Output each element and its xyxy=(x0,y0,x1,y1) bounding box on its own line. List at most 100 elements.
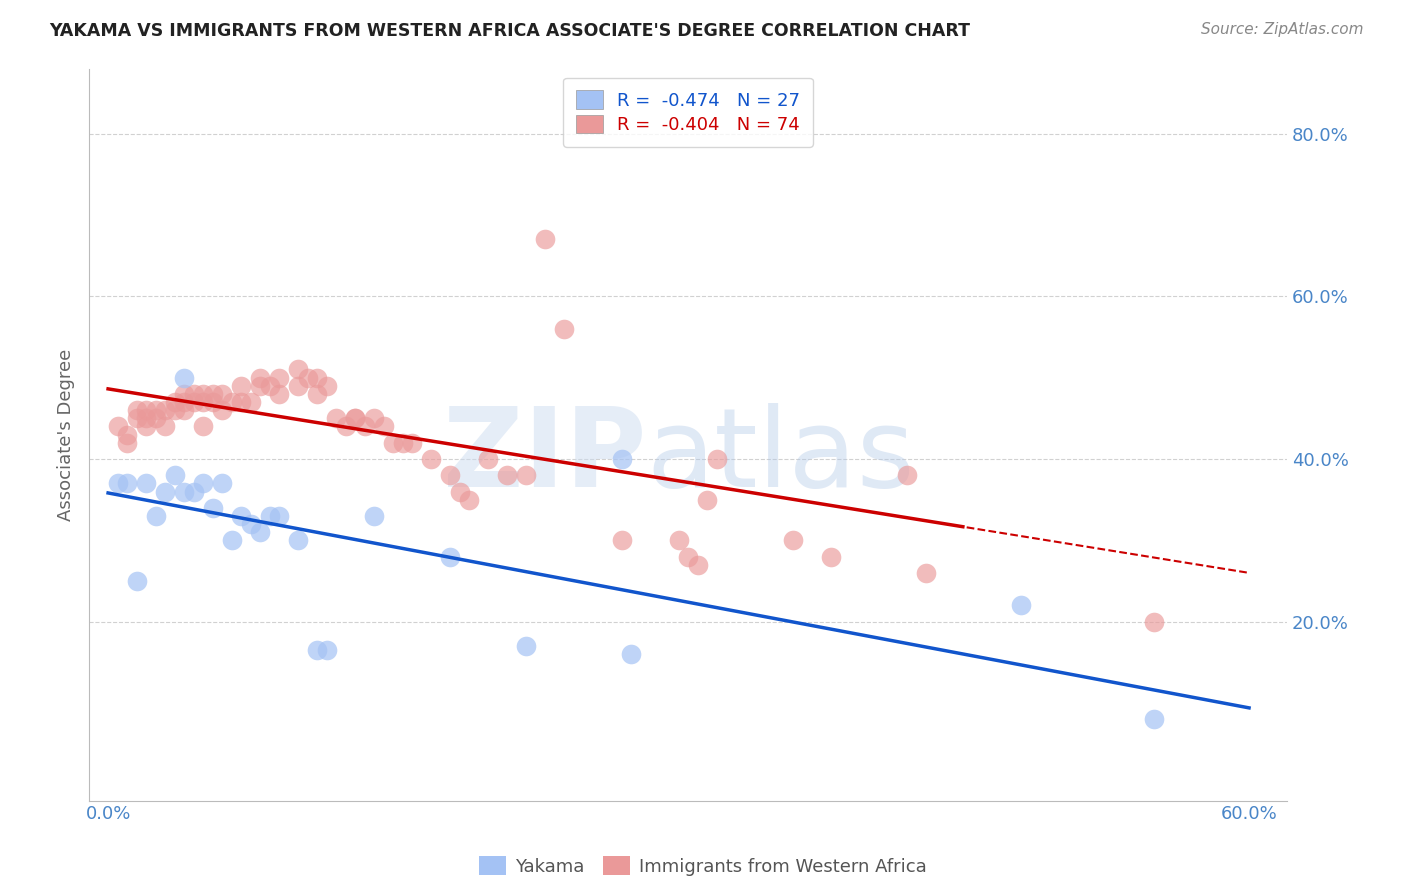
Point xyxy=(287,533,309,548)
Point xyxy=(914,566,936,580)
Point xyxy=(668,533,690,548)
Point xyxy=(231,508,253,523)
Point xyxy=(201,387,224,401)
Point xyxy=(1143,615,1166,629)
Point xyxy=(221,533,243,548)
Point xyxy=(173,484,195,499)
Point xyxy=(820,549,842,564)
Text: YAKAMA VS IMMIGRANTS FROM WESTERN AFRICA ASSOCIATE'S DEGREE CORRELATION CHART: YAKAMA VS IMMIGRANTS FROM WESTERN AFRICA… xyxy=(49,22,970,40)
Point xyxy=(344,411,367,425)
Point xyxy=(315,643,337,657)
Point xyxy=(496,468,519,483)
Point xyxy=(676,549,699,564)
Point xyxy=(515,639,537,653)
Point xyxy=(125,403,148,417)
Point xyxy=(107,476,129,491)
Point xyxy=(163,395,186,409)
Point xyxy=(115,427,138,442)
Point xyxy=(420,452,443,467)
Point xyxy=(620,647,643,661)
Legend: R =  -0.474   N = 27, R =  -0.404   N = 74: R = -0.474 N = 27, R = -0.404 N = 74 xyxy=(564,78,813,147)
Text: ZIP: ZIP xyxy=(443,403,647,510)
Point xyxy=(211,387,233,401)
Point xyxy=(458,492,481,507)
Point xyxy=(363,411,385,425)
Point xyxy=(125,411,148,425)
Point xyxy=(107,419,129,434)
Point xyxy=(249,525,271,540)
Point xyxy=(287,362,309,376)
Point xyxy=(191,387,214,401)
Point xyxy=(191,419,214,434)
Point xyxy=(145,508,167,523)
Point xyxy=(696,492,718,507)
Point xyxy=(363,508,385,523)
Point xyxy=(610,452,633,467)
Point xyxy=(183,387,205,401)
Point xyxy=(335,419,357,434)
Point xyxy=(353,419,375,434)
Point xyxy=(553,322,575,336)
Point xyxy=(135,411,157,425)
Point xyxy=(249,378,271,392)
Point xyxy=(449,484,471,499)
Point xyxy=(145,411,167,425)
Point xyxy=(173,395,195,409)
Point xyxy=(211,403,233,417)
Point xyxy=(307,370,329,384)
Point xyxy=(439,549,461,564)
Point xyxy=(183,395,205,409)
Point xyxy=(534,232,557,246)
Point xyxy=(163,403,186,417)
Point xyxy=(115,435,138,450)
Point xyxy=(135,476,157,491)
Point xyxy=(153,484,176,499)
Point xyxy=(173,403,195,417)
Point xyxy=(686,558,709,572)
Point xyxy=(183,484,205,499)
Point xyxy=(373,419,395,434)
Point xyxy=(896,468,918,483)
Point xyxy=(325,411,347,425)
Point xyxy=(515,468,537,483)
Point xyxy=(231,378,253,392)
Point xyxy=(201,395,224,409)
Point xyxy=(1143,712,1166,726)
Point xyxy=(191,476,214,491)
Point xyxy=(439,468,461,483)
Point xyxy=(1010,599,1032,613)
Point xyxy=(392,435,415,450)
Point xyxy=(1333,468,1355,483)
Point xyxy=(201,500,224,515)
Point xyxy=(125,574,148,588)
Point xyxy=(307,387,329,401)
Point xyxy=(153,419,176,434)
Point xyxy=(477,452,499,467)
Point xyxy=(287,378,309,392)
Point xyxy=(173,387,195,401)
Point xyxy=(239,395,262,409)
Text: Source: ZipAtlas.com: Source: ZipAtlas.com xyxy=(1201,22,1364,37)
Point xyxy=(315,378,337,392)
Point xyxy=(782,533,804,548)
Point xyxy=(401,435,423,450)
Point xyxy=(269,387,291,401)
Point xyxy=(610,533,633,548)
Point xyxy=(145,403,167,417)
Point xyxy=(259,508,281,523)
Point xyxy=(259,378,281,392)
Y-axis label: Associate's Degree: Associate's Degree xyxy=(58,349,75,521)
Point xyxy=(221,395,243,409)
Point xyxy=(382,435,405,450)
Point xyxy=(249,370,271,384)
Point xyxy=(706,452,728,467)
Point xyxy=(115,476,138,491)
Legend: Yakama, Immigrants from Western Africa: Yakama, Immigrants from Western Africa xyxy=(472,849,934,883)
Point xyxy=(239,516,262,531)
Point xyxy=(163,468,186,483)
Point xyxy=(135,403,157,417)
Point xyxy=(211,476,233,491)
Text: atlas: atlas xyxy=(647,403,915,510)
Point xyxy=(231,395,253,409)
Point xyxy=(173,370,195,384)
